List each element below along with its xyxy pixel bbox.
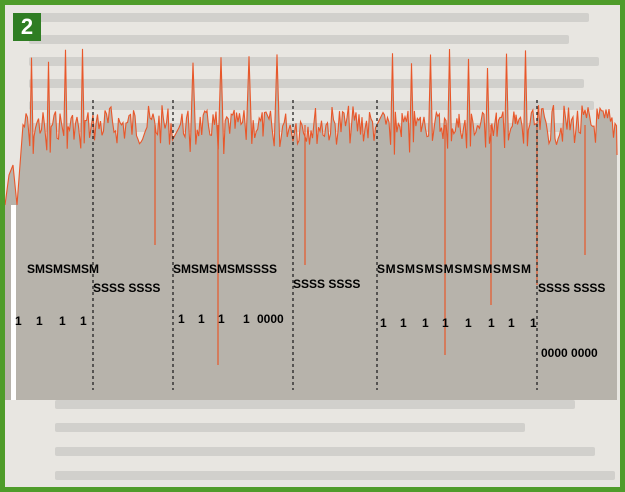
figure-number-badge: 2	[13, 13, 41, 41]
background-text-line	[55, 423, 525, 432]
bit-label: 1	[15, 314, 22, 328]
background-text-line	[29, 57, 599, 66]
background-text-line	[55, 400, 575, 409]
signal-fill	[5, 48, 617, 400]
left-marker	[11, 205, 16, 400]
bit-label: 1	[530, 316, 537, 330]
bit-label: 1	[36, 314, 43, 328]
background-text-line	[29, 101, 594, 110]
segment-label: SSSS SSSS	[293, 277, 360, 291]
bit-label: 1	[380, 316, 387, 330]
bit-label: 0000 0000	[541, 346, 598, 360]
bit-label: 1	[508, 316, 515, 330]
bit-label: 1	[422, 316, 429, 330]
bit-label: 1	[465, 316, 472, 330]
bit-label: 1	[198, 312, 205, 326]
bit-label: 1	[400, 316, 407, 330]
bit-label: 1	[80, 314, 87, 328]
segment-label: SMSMSMSM	[27, 262, 99, 276]
background-text-line	[55, 447, 595, 456]
signal-chart: SMSMSMSM SSSS SSSS SMSMSMSMSSSS SSSS SSSS SM…	[5, 48, 618, 400]
background-text-line	[29, 79, 584, 88]
bit-label: 1	[488, 316, 495, 330]
segment-label: SMSMSMSMSMSMSMSM	[377, 262, 531, 276]
bit-label: 1	[442, 316, 449, 330]
background-text-line	[55, 471, 615, 480]
bit-label: 1	[243, 312, 250, 326]
bit-label: 1	[218, 312, 225, 326]
background-text-line	[29, 13, 589, 22]
segment-label: SSSS SSSS	[93, 281, 160, 295]
signal-trace	[5, 48, 618, 206]
segment-label: SMSMSMSMSSSS	[173, 262, 277, 276]
bit-label: 0000	[257, 312, 284, 326]
bit-label: 1	[59, 314, 66, 328]
bit-label: 1	[178, 312, 185, 326]
segment-label: SSSS SSSS	[538, 281, 605, 295]
background-text-line	[29, 35, 569, 44]
background-text-line	[29, 123, 569, 132]
